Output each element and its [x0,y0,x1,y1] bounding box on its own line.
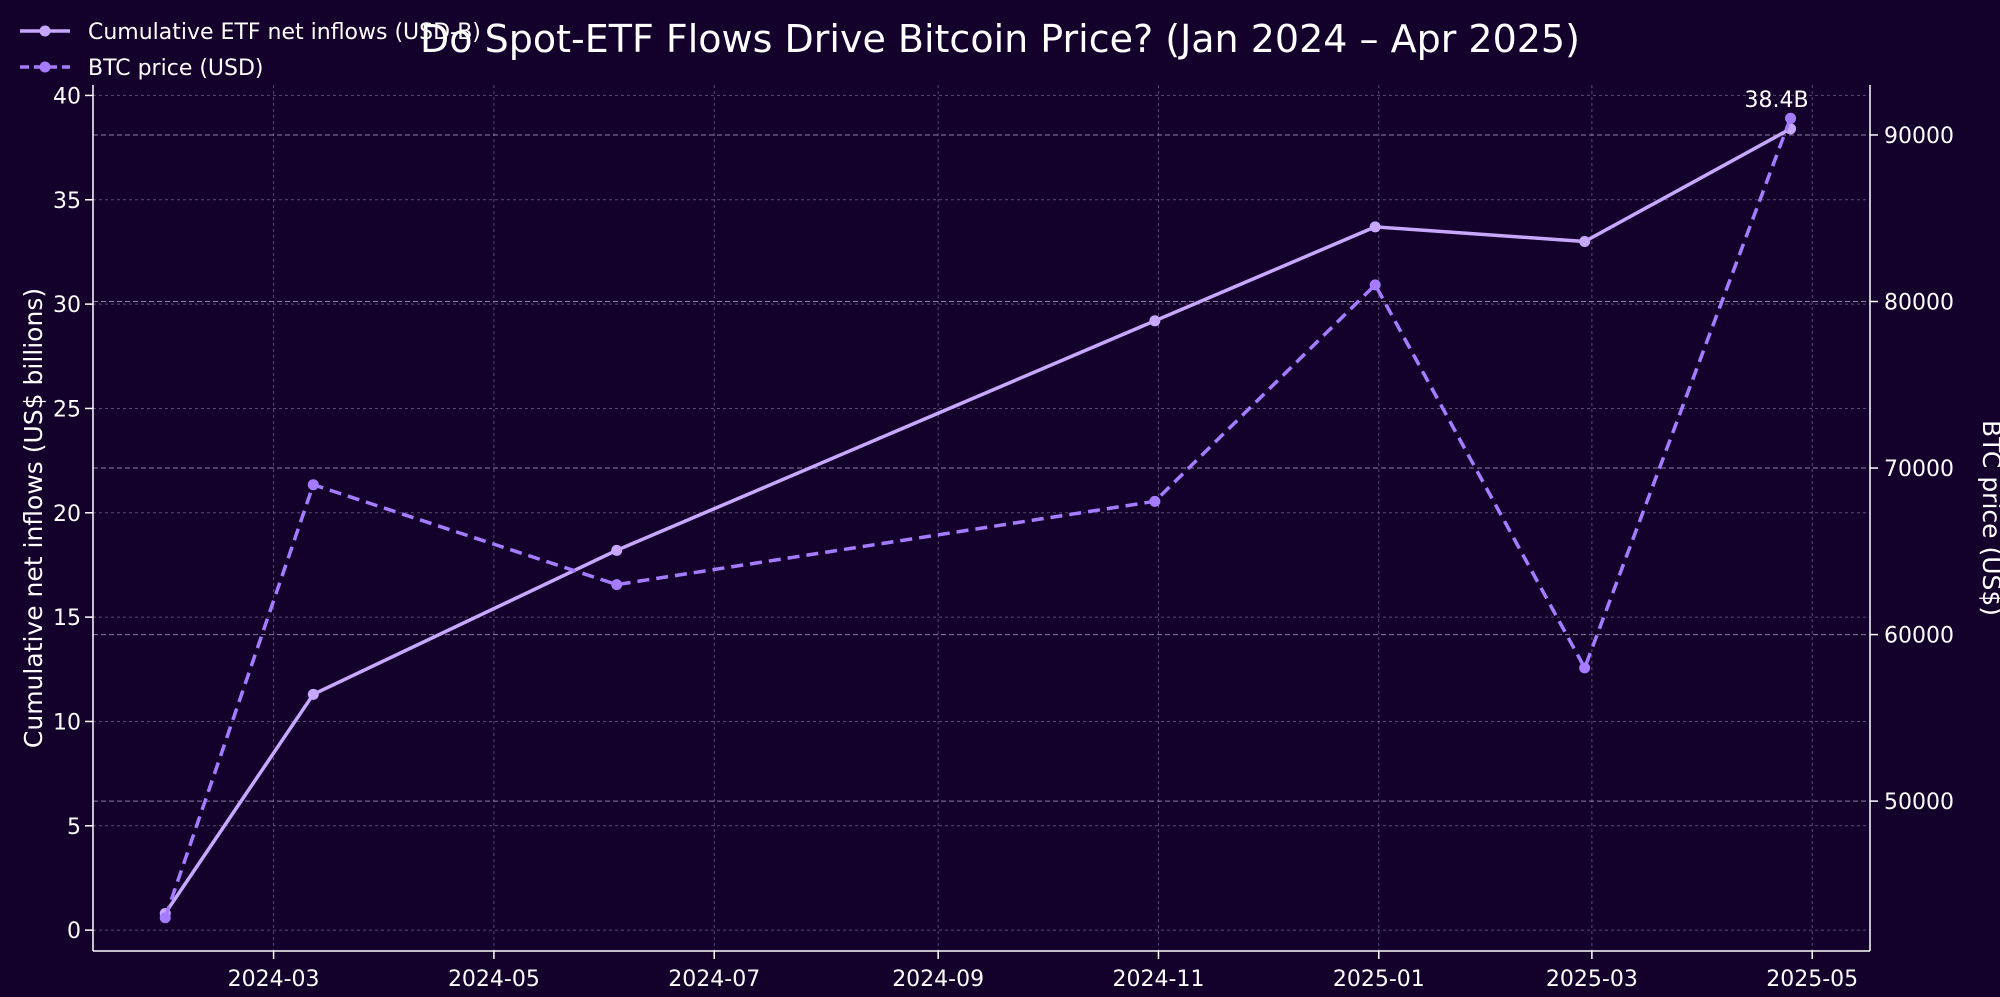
btc-price-point [1369,279,1381,291]
btc-price-point [1149,495,1161,507]
x-tick-label: 2024-09 [892,967,984,992]
y-left-tick-label: 30 [53,293,81,318]
x-tick-label: 2024-05 [448,967,540,992]
y-left-tick-label: 15 [53,606,81,631]
y-axis-right-title: BTC price (US$) [1977,420,2000,616]
x-tick-label: 2025-05 [1766,967,1858,992]
y-left-tick-label: 40 [53,84,81,109]
y-left-tick-label: 35 [53,189,81,214]
etf-inflows-point [611,544,623,556]
last-value-annotation: 38.4B [1745,88,1809,113]
series-layer [159,112,1797,924]
y-right-tick-label: 90000 [1884,124,1954,149]
series-line-etf-inflows [163,127,1792,915]
btc-price-point [1579,662,1591,674]
y-left-tick-label: 10 [53,710,81,735]
y-right-tick-label: 60000 [1884,624,1954,649]
y-left-tick-label: 0 [67,919,81,944]
etf-inflows-point [1369,221,1381,233]
chart-title: Do Spot-ETF Flows Drive Bitcoin Price? (… [420,17,1580,61]
btc-price-point [611,579,623,591]
x-tick-label: 2025-03 [1546,967,1638,992]
etf-inflows-point [1149,315,1161,327]
y-left-tick-label: 20 [53,502,81,527]
y-right-tick-label: 50000 [1884,790,1954,815]
etf-inflows-point [1579,236,1591,248]
y-axis-left-title: Cumulative net inflows (US$ billions) [19,288,48,748]
legend: Cumulative ETF net inflows (USD-B) BTC pr… [20,20,481,81]
y-left-tick-label: 5 [67,815,81,840]
x-tick-label: 2024-11 [1113,967,1205,992]
x-tick-label: 2024-03 [228,967,320,992]
axes-layer: 2024-03 2024-05 2024-07 2024-09 2024-11 2025-… [53,84,1954,992]
label-layer: Do Spot-ETF Flows Drive Bitcoin Price? (… [19,17,2000,748]
btc-price-point [307,479,319,491]
btc-price-point [159,912,171,924]
legend-marker-1 [39,61,51,73]
y-right-tick-label: 70000 [1884,457,1954,482]
etf-inflows-point [307,688,319,700]
btc-price-point [1785,112,1797,124]
x-tick-label: 2024-07 [668,967,760,992]
legend-label-0: Cumulative ETF net inflows (USD-B) [88,20,481,45]
legend-marker-0 [39,25,51,37]
y-left-tick-label: 25 [53,397,81,422]
y-right-tick-label: 80000 [1884,291,1954,316]
legend-label-1: BTC price (USD) [88,56,264,81]
grid-layer [93,85,1870,951]
x-tick-label: 2025-01 [1333,967,1425,992]
